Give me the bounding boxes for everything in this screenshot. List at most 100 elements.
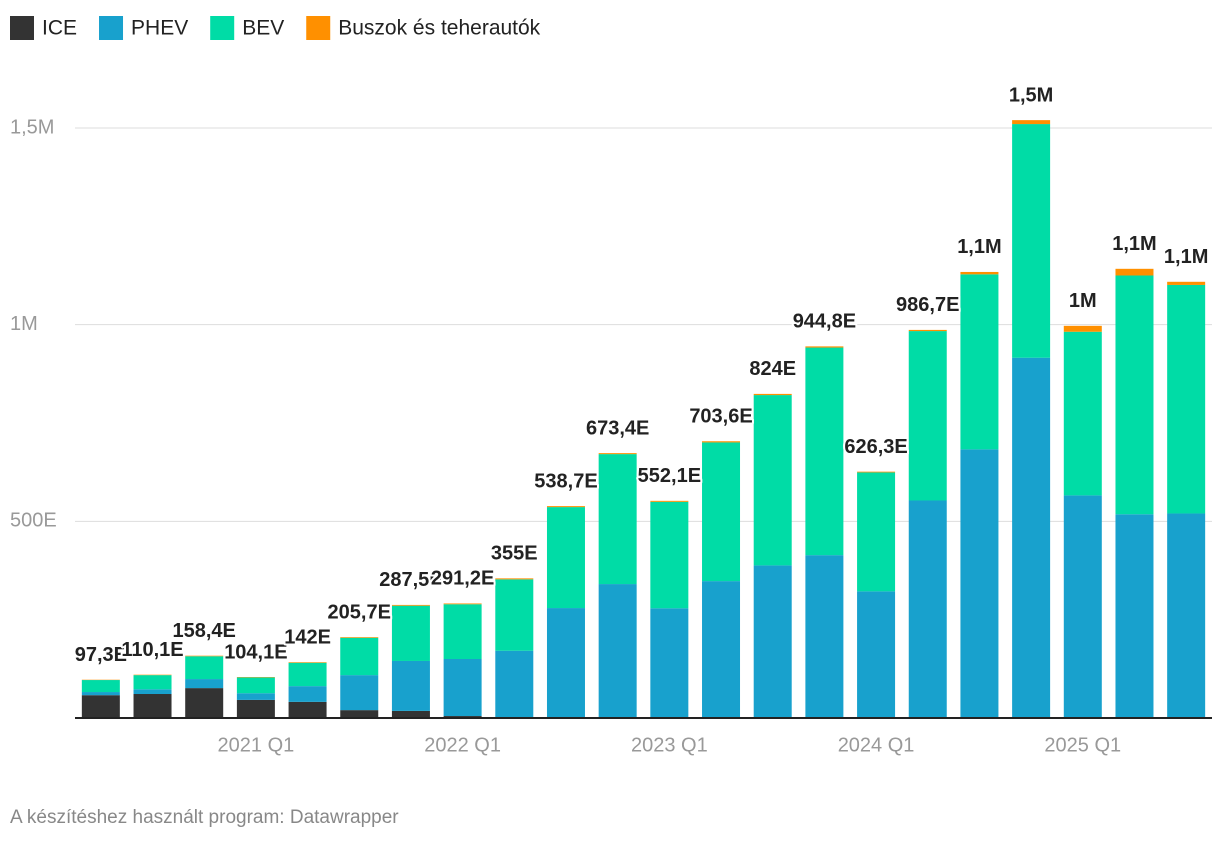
bar-segment bbox=[289, 702, 327, 718]
total-label: 626,3E bbox=[844, 436, 907, 458]
bar-segment bbox=[960, 272, 998, 274]
bar-segment bbox=[650, 501, 688, 502]
bar-segment bbox=[237, 693, 275, 700]
bar-segment bbox=[909, 330, 947, 331]
bar-segment bbox=[1012, 358, 1050, 718]
bar-segment bbox=[1012, 124, 1050, 358]
bar-segment bbox=[134, 675, 172, 689]
bar-segment bbox=[909, 500, 947, 718]
x-tick-label: 2022 Q1 bbox=[424, 734, 501, 756]
bar-segment bbox=[134, 689, 172, 694]
y-tick-label: 1M bbox=[10, 313, 38, 335]
bar-segment bbox=[340, 675, 378, 710]
bar-segment bbox=[1064, 495, 1102, 718]
bar-segment bbox=[960, 274, 998, 449]
x-tick-label: 2021 Q1 bbox=[218, 734, 295, 756]
bar-segment bbox=[340, 638, 378, 675]
bar-segment bbox=[392, 606, 430, 661]
legend-swatch bbox=[99, 16, 123, 40]
bar-segment bbox=[547, 507, 585, 608]
bar-segment bbox=[495, 578, 533, 579]
bar-segment bbox=[185, 688, 223, 718]
bar-segment bbox=[1167, 282, 1205, 285]
x-tick-label: 2025 Q1 bbox=[1044, 734, 1121, 756]
total-label: 142E bbox=[284, 626, 331, 648]
total-label: 1,5M bbox=[1009, 84, 1053, 106]
legend-label: ICE bbox=[42, 17, 77, 40]
bar-segment bbox=[702, 442, 740, 581]
bar-segment bbox=[444, 603, 482, 604]
total-label: 205,7E bbox=[328, 601, 391, 623]
bar-segment bbox=[185, 679, 223, 688]
total-label: 1,1M bbox=[957, 236, 1001, 258]
bar-segment bbox=[650, 502, 688, 608]
bar-segment bbox=[650, 608, 688, 718]
bar-segment bbox=[1115, 514, 1153, 718]
source: A készítéshez használt program: Datawrap… bbox=[10, 807, 399, 828]
bar-segment bbox=[237, 677, 275, 693]
bar-segment bbox=[857, 472, 895, 591]
bar-segment bbox=[702, 581, 740, 718]
legend-label: BEV bbox=[242, 17, 284, 40]
bar-segment bbox=[1064, 332, 1102, 496]
total-label: 1M bbox=[1069, 290, 1097, 312]
bar-segment bbox=[754, 394, 792, 395]
legend-swatch bbox=[210, 16, 234, 40]
bar-segment bbox=[134, 694, 172, 718]
bar-segment bbox=[909, 331, 947, 500]
total-label: 673,4E bbox=[586, 417, 649, 439]
bar-segment bbox=[599, 453, 637, 454]
bar-segment bbox=[185, 656, 223, 657]
total-label: 104,1E bbox=[224, 641, 287, 663]
total-label: 158,4E bbox=[173, 620, 236, 642]
bar-segment bbox=[1167, 285, 1205, 514]
bar-segment bbox=[495, 651, 533, 718]
bar-segment bbox=[340, 637, 378, 638]
bar-segment bbox=[702, 441, 740, 442]
bar-segment bbox=[289, 663, 327, 686]
total-label: 1,1M bbox=[1164, 246, 1208, 268]
bar-segment bbox=[857, 472, 895, 473]
bar-segment bbox=[444, 659, 482, 716]
bar-segment bbox=[547, 608, 585, 718]
bar-segment bbox=[805, 346, 843, 347]
bar-segment bbox=[1167, 513, 1205, 718]
bar-segment bbox=[754, 395, 792, 565]
bar-segment bbox=[340, 710, 378, 718]
y-tick-label: 1,5M bbox=[10, 116, 54, 138]
x-tick-label: 2023 Q1 bbox=[631, 734, 708, 756]
bar-segment bbox=[82, 680, 120, 692]
bar-segment bbox=[599, 584, 637, 718]
total-label: 110,1E bbox=[121, 639, 183, 661]
legend-label: PHEV bbox=[131, 17, 188, 40]
bar-segment bbox=[547, 506, 585, 507]
total-label: 1,1M bbox=[1112, 233, 1156, 255]
total-label: 944,8E bbox=[793, 311, 856, 333]
bar-segment bbox=[805, 555, 843, 718]
total-label: 703,6E bbox=[689, 406, 752, 428]
bar-segment bbox=[1115, 269, 1153, 276]
bar-segment bbox=[960, 449, 998, 718]
total-label: 552,1E bbox=[638, 465, 701, 487]
legend-swatch bbox=[10, 16, 34, 40]
total-label: 986,7E bbox=[896, 294, 959, 316]
bar-segment bbox=[185, 656, 223, 679]
bar-segment bbox=[289, 686, 327, 702]
bar-segment bbox=[1012, 120, 1050, 124]
y-tick-label: 500E bbox=[10, 510, 57, 532]
total-label: 538,7E bbox=[534, 470, 597, 492]
bar-segment bbox=[805, 348, 843, 556]
total-label: 97,3E bbox=[75, 644, 127, 666]
bar-segment bbox=[857, 591, 895, 718]
bar-segment bbox=[392, 661, 430, 711]
bar-segment bbox=[495, 579, 533, 650]
bar-segment bbox=[237, 700, 275, 718]
total-label: 291,2E bbox=[431, 568, 494, 590]
x-tick-label: 2024 Q1 bbox=[838, 734, 915, 756]
bar-segment bbox=[599, 454, 637, 584]
bar-segment bbox=[392, 711, 430, 718]
bar-segment bbox=[444, 604, 482, 659]
bar-segment bbox=[392, 605, 430, 606]
total-label: 355E bbox=[491, 543, 538, 565]
